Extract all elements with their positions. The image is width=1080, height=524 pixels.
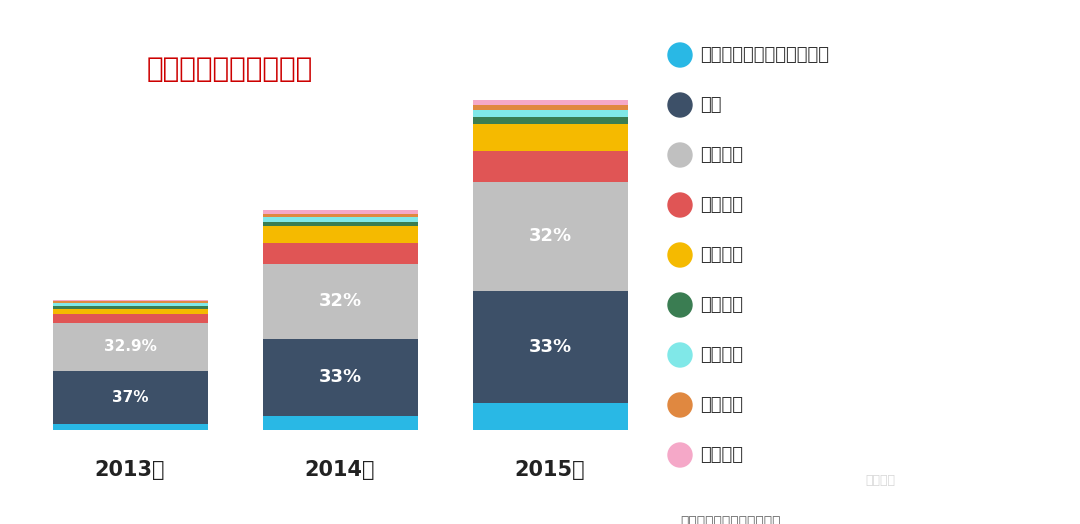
Bar xyxy=(473,124,627,151)
Text: 33%: 33% xyxy=(528,337,571,356)
Bar xyxy=(53,314,207,323)
Bar xyxy=(473,105,627,110)
Text: 玩具乐器: 玩具乐器 xyxy=(700,296,743,314)
Bar xyxy=(473,290,627,403)
Text: 数据来源：京东大数据平台: 数据来源：京东大数据平台 xyxy=(680,515,781,524)
Bar xyxy=(473,151,627,182)
Text: 2015年: 2015年 xyxy=(515,460,585,480)
Circle shape xyxy=(669,293,692,317)
Bar xyxy=(473,117,627,124)
Bar xyxy=(473,100,627,105)
Text: 妈妈专区（孕期相关产品）: 妈妈专区（孕期相关产品） xyxy=(700,46,829,64)
Text: 简一商业: 简一商业 xyxy=(865,474,895,486)
Circle shape xyxy=(669,143,692,167)
Bar xyxy=(262,243,418,264)
Bar xyxy=(473,182,627,290)
Bar xyxy=(53,300,207,301)
Bar xyxy=(262,213,418,217)
Bar xyxy=(53,301,207,303)
Bar xyxy=(262,339,418,416)
Circle shape xyxy=(669,93,692,117)
Bar xyxy=(53,370,207,424)
Text: 少儿图书: 少儿图书 xyxy=(700,446,743,464)
Text: 32%: 32% xyxy=(528,227,571,245)
Text: 母婴相关品类增长变化: 母婴相关品类增长变化 xyxy=(147,55,313,83)
Circle shape xyxy=(669,193,692,217)
Bar xyxy=(262,210,418,213)
Circle shape xyxy=(669,343,692,367)
Circle shape xyxy=(669,243,692,267)
Bar xyxy=(53,303,207,306)
Text: 2013年: 2013年 xyxy=(95,460,165,480)
Text: 童装童鞋: 童装童鞋 xyxy=(700,246,743,264)
Bar xyxy=(53,424,207,430)
Text: 童车童床: 童车童床 xyxy=(700,196,743,214)
Bar xyxy=(53,323,207,370)
Bar xyxy=(262,217,418,222)
Bar xyxy=(473,403,627,430)
Text: 尿裤湿巾: 尿裤湿巾 xyxy=(700,146,743,164)
Bar xyxy=(262,226,418,243)
Bar xyxy=(473,110,627,117)
Text: 2014年: 2014年 xyxy=(305,460,375,480)
Bar xyxy=(262,222,418,226)
Bar xyxy=(53,309,207,314)
Text: 营养辅食: 营养辅食 xyxy=(700,346,743,364)
Text: 33%: 33% xyxy=(319,368,362,386)
Bar xyxy=(262,416,418,430)
Circle shape xyxy=(669,393,692,417)
Bar xyxy=(53,306,207,309)
Text: 育儿图书: 育儿图书 xyxy=(700,396,743,414)
Text: 32%: 32% xyxy=(319,292,362,310)
Bar xyxy=(262,264,418,339)
Circle shape xyxy=(669,43,692,67)
Text: 奶粉: 奶粉 xyxy=(700,96,721,114)
Text: 37%: 37% xyxy=(111,390,148,405)
Circle shape xyxy=(669,443,692,467)
Text: 32.9%: 32.9% xyxy=(104,340,157,354)
